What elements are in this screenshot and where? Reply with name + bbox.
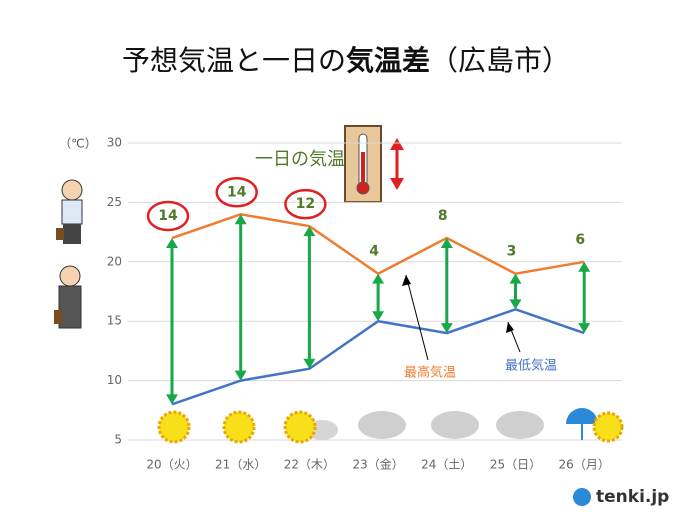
diff-arrow [303,226,316,369]
chart-title: 予想気温と一日の気温差（広島市） [122,44,570,77]
pointer-head [506,322,514,333]
diff-head [303,226,316,237]
y-tick-label: 5 [114,433,122,447]
diff-label: 14 [158,208,178,224]
logo: tenki.jp [573,487,669,507]
diff-head [303,358,316,369]
diff-arrow [509,273,522,310]
x-tick-label: 20（火） [146,458,197,472]
title-part: 気温差 [346,44,430,77]
diff-arrow [234,214,247,381]
diff-arrow [372,273,385,322]
pointer [405,274,429,361]
diff-arrow [166,238,178,405]
diff-label: 6 [575,232,585,248]
title-part: （広島市） [430,44,570,77]
diff-label: 3 [507,244,517,260]
weather-icons [157,408,624,444]
x-tick-label: 21（水） [215,458,266,472]
diff-head [372,273,385,284]
y-tick-label: 15 [107,314,122,328]
source: tenki.jp [596,487,669,507]
diff-head [578,261,591,272]
y-unit: （℃） [59,137,96,151]
x-tick-label: 25（日） [490,458,541,472]
diff-head [166,238,178,249]
diff-head [509,299,522,310]
person-icon [56,179,83,244]
diff-head [166,394,178,405]
x-tick-label: 23（金） [352,457,403,472]
thermometer-icon [344,125,382,203]
x-tick-label: 24（土） [421,458,472,472]
diff-circle [215,177,258,208]
diff-circle [284,188,327,220]
y-tick-label: 25 [107,195,122,209]
diff-head [440,323,453,334]
red-arrow-icon [390,138,404,190]
diff-head [372,311,385,322]
x-tick-label: 22（木） [284,458,335,472]
diff-label: 8 [438,208,448,224]
diff-label: 12 [296,196,315,212]
person-icon [54,265,82,329]
diff-head [234,370,247,381]
series-line [171,307,585,406]
series-label: 最高気温 [404,365,456,381]
diff-arrow [578,261,591,334]
diff-label: 14 [227,184,247,200]
diff-label: 4 [369,244,379,260]
y-tick-label: 30 [107,136,122,150]
series-label: 最低気温 [505,358,557,374]
title-part: 予想気温と一日の [122,44,346,77]
diff-legend: 一日の気温差 [255,149,363,170]
y-tick-label: 10 [107,373,122,387]
diff-head [578,323,591,334]
pointer-head [402,275,411,286]
diff-head [440,238,453,249]
diff-head [234,214,247,225]
diff-head [509,273,522,284]
diff-circle [146,200,190,232]
y-tick-label: 20 [107,254,122,268]
diff-arrow [440,238,453,334]
x-tick-label: 26（月） [559,458,610,472]
